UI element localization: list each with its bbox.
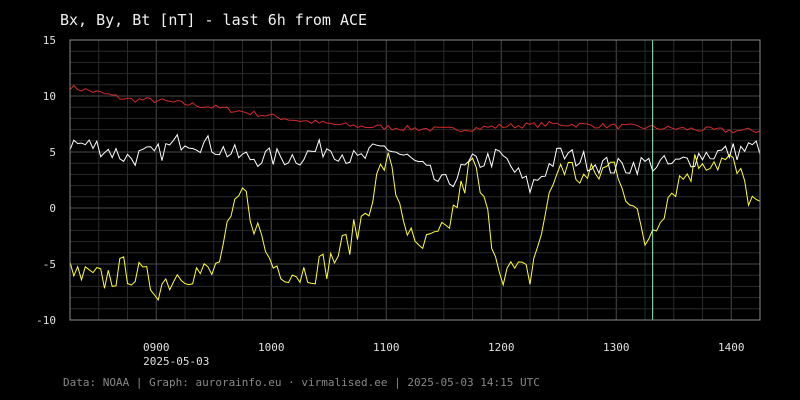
y-tick-label: 0 (49, 202, 56, 215)
y-tick-label: 15 (43, 34, 56, 47)
series-line-3 (69, 152, 761, 302)
series-layer (69, 40, 761, 320)
footer-credit: Data: NOAA | Graph: aurorainfo.eu · virm… (63, 376, 540, 389)
chart-title: Bx, By, Bt [nT] - last 6h from ACE (60, 11, 367, 29)
x-tick-label: 1300 (603, 341, 630, 354)
y-tick-label: 10 (43, 90, 56, 103)
series-line-1 (69, 84, 761, 134)
x-tick-date-label: 2025-05-03 (143, 355, 209, 368)
x-tick-label: 1200 (488, 341, 515, 354)
y-tick-label: -5 (43, 258, 56, 271)
y-tick-label: 5 (49, 146, 56, 159)
x-tick-label: 1100 (373, 341, 400, 354)
x-tick-label: 0900 (143, 341, 170, 354)
x-tick-label: 1000 (258, 341, 285, 354)
plot-frame (69, 39, 761, 321)
x-tick-label: 1400 (718, 341, 745, 354)
series-line-2 (69, 133, 761, 195)
y-tick-label: -10 (36, 314, 56, 327)
